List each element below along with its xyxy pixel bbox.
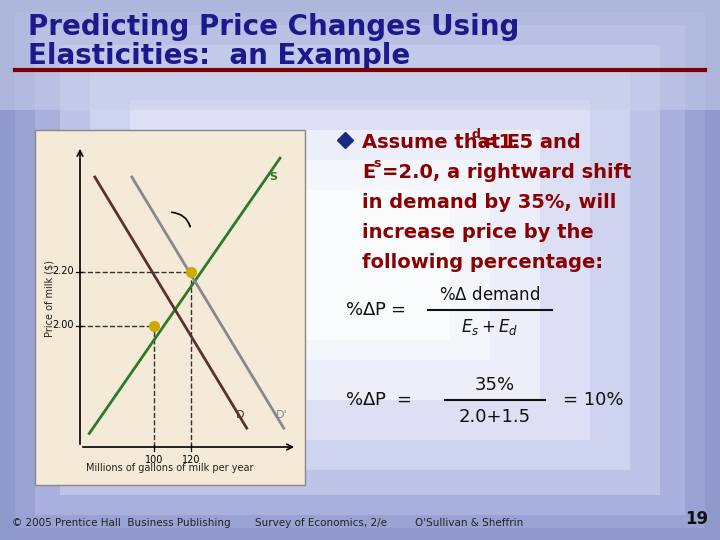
Text: Price of milk ($): Price of milk ($) [44,260,54,337]
Text: O'Sullivan & Sheffrin: O'Sullivan & Sheffrin [415,518,523,528]
Text: %$\Delta$P  =: %$\Delta$P = [345,391,412,409]
Text: Predicting Price Changes Using: Predicting Price Changes Using [28,13,519,41]
Bar [130,100,590,440]
Text: D: D [235,410,244,420]
Text: 35%: 35% [475,376,515,394]
Bar [60,45,660,495]
Text: 2.0+1.5: 2.0+1.5 [459,408,531,426]
Text: Millions of gallons of milk per year: Millions of gallons of milk per year [86,463,253,473]
Text: Assume that E: Assume that E [362,133,520,152]
Text: =1.5 and: =1.5 and [482,133,581,152]
Text: = 10%: = 10% [563,391,624,409]
Text: © 2005 Prentice Hall  Business Publishing: © 2005 Prentice Hall Business Publishing [12,518,230,528]
Text: Survey of Economics, 2/e: Survey of Economics, 2/e [255,518,387,528]
Text: S: S [269,172,277,182]
Text: Elasticities:  an Example: Elasticities: an Example [28,42,410,70]
Text: 100: 100 [145,455,163,465]
Text: d: d [472,128,481,141]
Bar [0,0,720,110]
Text: in demand by 35%, will: in demand by 35%, will [362,193,616,212]
Text: $E_s + E_d$: $E_s + E_d$ [462,317,518,337]
Text: %$\Delta$ demand: %$\Delta$ demand [439,286,541,304]
Bar [250,190,450,340]
Text: E: E [362,163,375,182]
Text: 19: 19 [685,510,708,528]
Text: following percentage:: following percentage: [362,253,603,272]
Text: increase price by the: increase price by the [362,223,594,242]
Bar [180,130,540,400]
Bar [90,70,630,470]
Text: %$\Delta$P =: %$\Delta$P = [345,301,406,319]
Text: s: s [373,157,380,170]
Text: 2.20: 2.20 [53,267,74,276]
Bar [230,160,490,360]
Bar [35,130,305,485]
FancyArrowPatch shape [171,212,190,226]
Text: 2.00: 2.00 [53,321,74,330]
Text: D': D' [276,410,288,420]
Text: =2.0, a rightward shift: =2.0, a rightward shift [382,163,631,182]
Text: 120: 120 [182,455,200,465]
